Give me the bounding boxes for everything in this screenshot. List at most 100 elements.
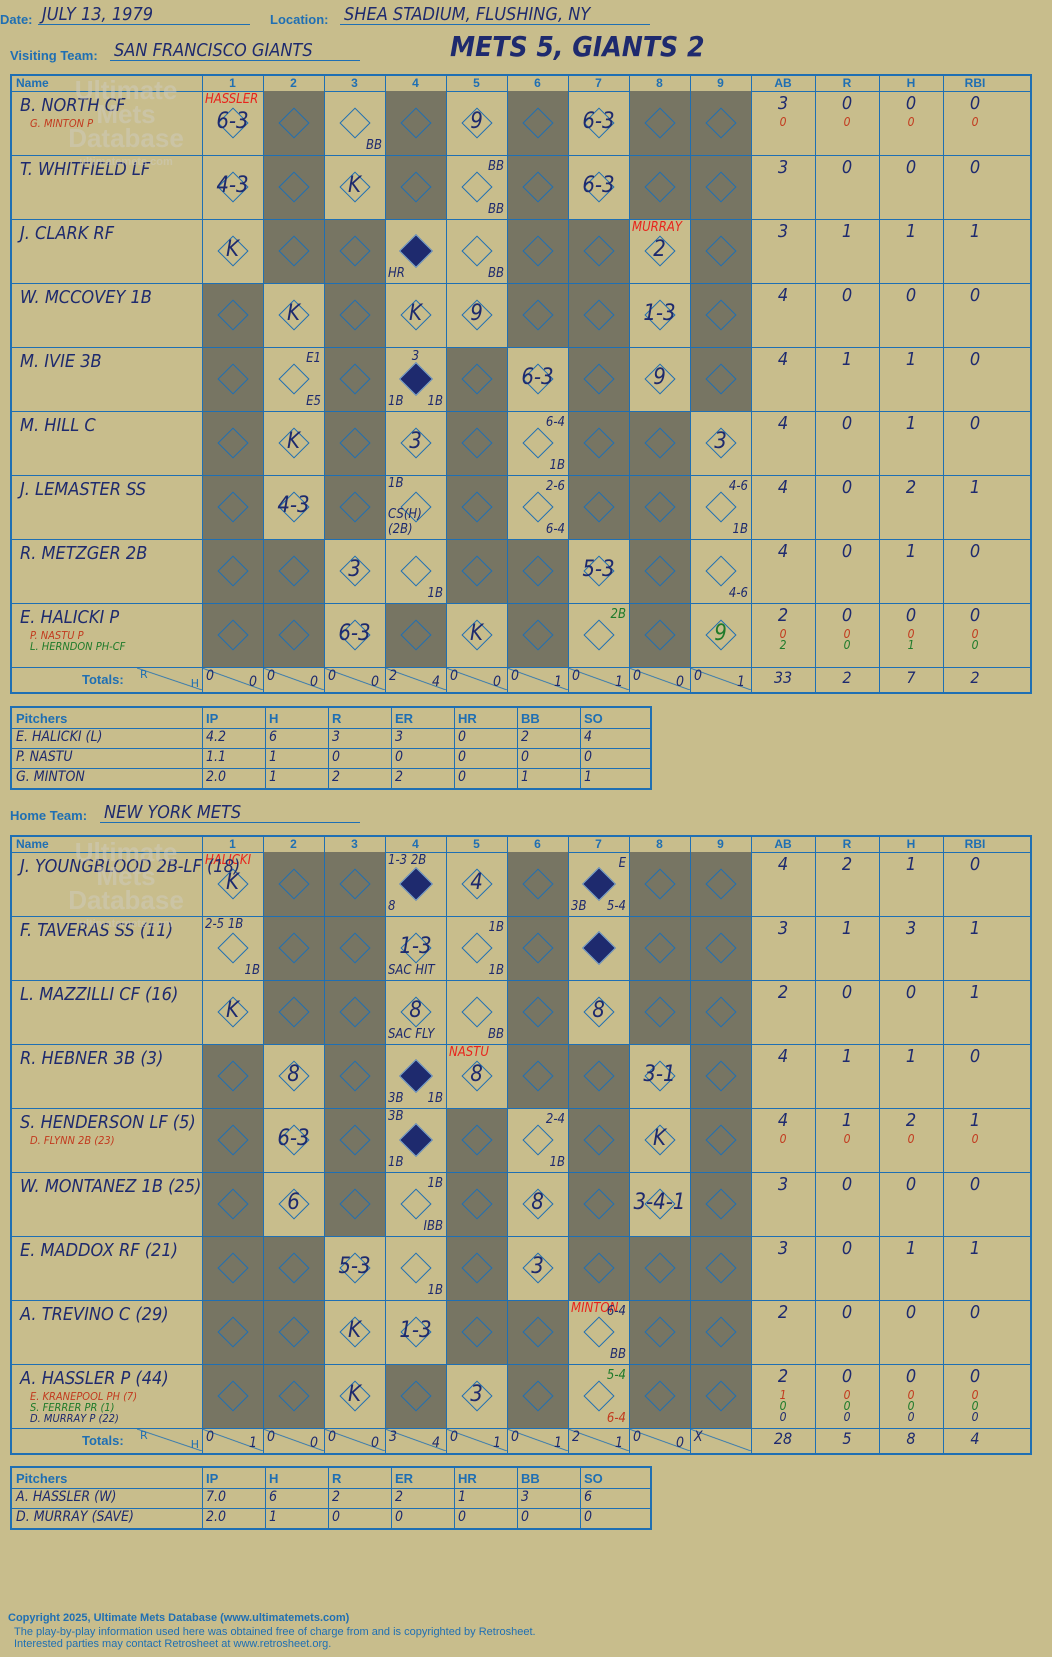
at-bat-cell[interactable] bbox=[690, 347, 751, 411]
at-bat-cell[interactable]: K bbox=[202, 219, 263, 283]
at-bat-cell[interactable]: K bbox=[324, 1300, 385, 1364]
at-bat-cell[interactable]: 6-3 bbox=[507, 347, 568, 411]
at-bat-cell[interactable]: 1-3 SAC HIT bbox=[385, 916, 446, 980]
at-bat-cell[interactable] bbox=[568, 219, 629, 283]
at-bat-cell[interactable] bbox=[324, 916, 385, 980]
at-bat-cell[interactable]: 3-1 bbox=[629, 1044, 690, 1108]
at-bat-cell[interactable]: 3-4-1 bbox=[629, 1172, 690, 1236]
at-bat-cell[interactable]: BB bbox=[446, 980, 507, 1044]
at-bat-cell[interactable] bbox=[690, 1172, 751, 1236]
at-bat-cell[interactable]: 1B 1B bbox=[446, 916, 507, 980]
at-bat-cell[interactable] bbox=[446, 475, 507, 539]
at-bat-cell[interactable] bbox=[629, 411, 690, 475]
at-bat-cell[interactable]: 4-6 1B bbox=[690, 475, 751, 539]
at-bat-cell[interactable] bbox=[507, 852, 568, 916]
at-bat-cell[interactable] bbox=[202, 1300, 263, 1364]
at-bat-cell[interactable]: 1B bbox=[385, 539, 446, 603]
at-bat-cell[interactable] bbox=[202, 347, 263, 411]
at-bat-cell[interactable] bbox=[690, 91, 751, 155]
at-bat-cell[interactable] bbox=[690, 852, 751, 916]
at-bat-cell[interactable] bbox=[568, 1172, 629, 1236]
at-bat-cell[interactable]: 3 bbox=[385, 411, 446, 475]
at-bat-cell[interactable]: E 3B 5-4 bbox=[568, 852, 629, 916]
at-bat-cell[interactable] bbox=[507, 219, 568, 283]
at-bat-cell[interactable]: 8 bbox=[263, 1044, 324, 1108]
at-bat-cell[interactable]: 1-3 bbox=[629, 283, 690, 347]
at-bat-cell[interactable] bbox=[324, 1172, 385, 1236]
at-bat-cell[interactable] bbox=[446, 347, 507, 411]
at-bat-cell[interactable] bbox=[690, 219, 751, 283]
at-bat-cell[interactable]: 5-3 bbox=[568, 539, 629, 603]
at-bat-cell[interactable]: K bbox=[385, 283, 446, 347]
at-bat-cell[interactable] bbox=[629, 1364, 690, 1428]
at-bat-cell[interactable] bbox=[324, 219, 385, 283]
at-bat-cell[interactable]: 9 bbox=[629, 347, 690, 411]
at-bat-cell[interactable]: BB bbox=[446, 219, 507, 283]
at-bat-cell[interactable] bbox=[629, 1236, 690, 1300]
at-bat-cell[interactable] bbox=[202, 411, 263, 475]
at-bat-cell[interactable] bbox=[324, 411, 385, 475]
at-bat-cell[interactable]: 6-3 bbox=[568, 91, 629, 155]
at-bat-cell[interactable] bbox=[690, 155, 751, 219]
at-bat-cell[interactable] bbox=[690, 916, 751, 980]
at-bat-cell[interactable]: 5-4 6-4 bbox=[568, 1364, 629, 1428]
at-bat-cell[interactable] bbox=[507, 980, 568, 1044]
at-bat-cell[interactable] bbox=[629, 916, 690, 980]
at-bat-cell[interactable]: 1B IBB bbox=[385, 1172, 446, 1236]
at-bat-cell[interactable] bbox=[629, 91, 690, 155]
at-bat-cell[interactable]: MINTON 6-4 BB bbox=[568, 1300, 629, 1364]
at-bat-cell[interactable] bbox=[202, 475, 263, 539]
at-bat-cell[interactable] bbox=[568, 1108, 629, 1172]
at-bat-cell[interactable]: K bbox=[263, 283, 324, 347]
at-bat-cell[interactable] bbox=[263, 219, 324, 283]
at-bat-cell[interactable]: 8 bbox=[568, 980, 629, 1044]
at-bat-cell[interactable] bbox=[629, 980, 690, 1044]
at-bat-cell[interactable] bbox=[263, 91, 324, 155]
at-bat-cell[interactable]: 4-3 bbox=[263, 475, 324, 539]
at-bat-cell[interactable] bbox=[385, 91, 446, 155]
at-bat-cell[interactable] bbox=[568, 475, 629, 539]
at-bat-cell[interactable] bbox=[202, 603, 263, 667]
at-bat-cell[interactable] bbox=[202, 1236, 263, 1300]
at-bat-cell[interactable]: 6-4 1B bbox=[507, 411, 568, 475]
at-bat-cell[interactable]: BB BB bbox=[446, 155, 507, 219]
at-bat-cell[interactable] bbox=[507, 155, 568, 219]
at-bat-cell[interactable]: 6-3 bbox=[263, 1108, 324, 1172]
at-bat-cell[interactable]: 3 bbox=[690, 411, 751, 475]
at-bat-cell[interactable]: K bbox=[324, 155, 385, 219]
at-bat-cell[interactable] bbox=[324, 475, 385, 539]
at-bat-cell[interactable]: 5-3 bbox=[324, 1236, 385, 1300]
at-bat-cell[interactable]: 1-3 bbox=[385, 1300, 446, 1364]
at-bat-cell[interactable] bbox=[507, 916, 568, 980]
at-bat-cell[interactable] bbox=[629, 1300, 690, 1364]
at-bat-cell[interactable] bbox=[446, 411, 507, 475]
at-bat-cell[interactable]: 2-4 1B bbox=[507, 1108, 568, 1172]
at-bat-cell[interactable]: 1B bbox=[385, 1236, 446, 1300]
at-bat-cell[interactable] bbox=[507, 1300, 568, 1364]
at-bat-cell[interactable] bbox=[507, 1044, 568, 1108]
at-bat-cell[interactable] bbox=[507, 283, 568, 347]
at-bat-cell[interactable]: K bbox=[263, 411, 324, 475]
at-bat-cell[interactable]: 4 bbox=[446, 852, 507, 916]
at-bat-cell[interactable] bbox=[507, 1364, 568, 1428]
at-bat-cell[interactable]: 2 MURRAY bbox=[629, 219, 690, 283]
at-bat-cell[interactable] bbox=[324, 1108, 385, 1172]
at-bat-cell[interactable] bbox=[446, 1108, 507, 1172]
at-bat-cell[interactable] bbox=[324, 980, 385, 1044]
at-bat-cell[interactable]: 4-3 bbox=[202, 155, 263, 219]
at-bat-cell[interactable] bbox=[568, 1044, 629, 1108]
at-bat-cell[interactable] bbox=[568, 347, 629, 411]
at-bat-cell[interactable] bbox=[690, 1108, 751, 1172]
at-bat-cell[interactable] bbox=[446, 1300, 507, 1364]
at-bat-cell[interactable] bbox=[263, 852, 324, 916]
at-bat-cell[interactable]: 6-3 bbox=[324, 603, 385, 667]
at-bat-cell[interactable]: 6-3 bbox=[568, 155, 629, 219]
at-bat-cell[interactable] bbox=[263, 916, 324, 980]
at-bat-cell[interactable] bbox=[385, 603, 446, 667]
at-bat-cell[interactable]: K bbox=[629, 1108, 690, 1172]
at-bat-cell[interactable] bbox=[263, 980, 324, 1044]
at-bat-cell[interactable]: E1 E5 bbox=[263, 347, 324, 411]
at-bat-cell[interactable] bbox=[690, 283, 751, 347]
at-bat-cell[interactable]: 8 SAC FLY bbox=[385, 980, 446, 1044]
at-bat-cell[interactable] bbox=[629, 603, 690, 667]
